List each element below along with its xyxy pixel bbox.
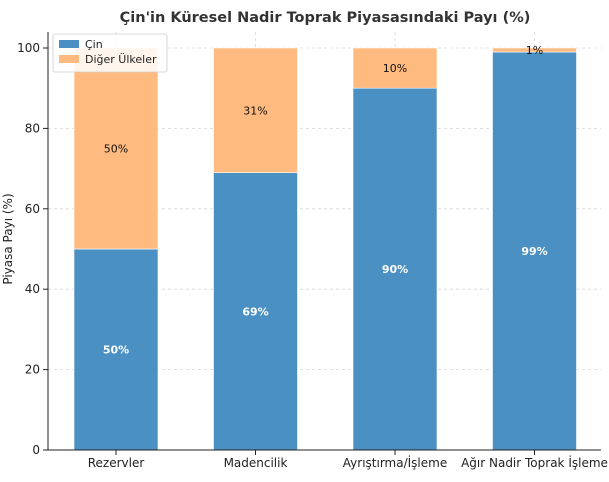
- bar-china-0: [73, 248, 159, 451]
- bar-other-1: [213, 47, 298, 173]
- axes: [47, 32, 601, 451]
- y-tick-label: 40: [25, 282, 40, 296]
- y-tick-label: 20: [25, 363, 40, 377]
- legend-box: [52, 33, 168, 73]
- bar-label-other-2: 10%: [383, 62, 407, 75]
- bar-label-china-3: 99%: [521, 245, 547, 258]
- bar-labels: 50% 50% 69% 31% 90% 10% 99% 1%: [103, 44, 548, 356]
- bar-china-3: [492, 51, 577, 451]
- bar-other-0: [73, 47, 159, 250]
- chart-title: Çin'in Küresel Nadir Toprak Piyasasındak…: [120, 10, 531, 26]
- bar-label-china-1: 69%: [242, 305, 268, 318]
- y-ticks: 0 20 40 60 80 100: [17, 41, 48, 457]
- x-tick-label: Ağır Nadir Toprak İşleme: [461, 455, 608, 470]
- legend-label: Diğer Ülkeler: [85, 53, 157, 66]
- bar-label-china-2: 90%: [382, 263, 408, 276]
- bar-label-china-0: 50%: [103, 344, 129, 357]
- y-tick-label: 80: [25, 121, 40, 135]
- bar-other-2: [352, 47, 438, 89]
- legend-swatch: [59, 40, 79, 48]
- y-tick-label: 0: [32, 443, 40, 457]
- x-tick-label: Madencilik: [224, 456, 288, 470]
- y-axis-label: Piyasa Payı (%): [1, 193, 15, 284]
- bar-label-other-1: 31%: [243, 104, 267, 117]
- bar-china-1: [213, 172, 298, 451]
- legend-swatch: [59, 55, 79, 63]
- bar-label-other-3: 1%: [526, 44, 543, 57]
- x-ticks: Rezervler Madencilik Ayrıştırma/İşleme Ağır…: [88, 450, 608, 470]
- bar-label-other-0: 50%: [104, 143, 128, 156]
- y-tick-label: 60: [25, 202, 40, 216]
- bar-china-2: [352, 87, 438, 451]
- y-tick-label: 100: [17, 41, 40, 55]
- x-tick-label: Rezervler: [88, 456, 145, 470]
- legend: Çin Diğer Ülkeler: [52, 33, 168, 73]
- bars: [73, 47, 577, 451]
- x-tick-label: Ayrıştırma/İşleme: [343, 455, 447, 470]
- legend-label: Çin: [85, 38, 103, 51]
- bar-other-3: [492, 47, 577, 53]
